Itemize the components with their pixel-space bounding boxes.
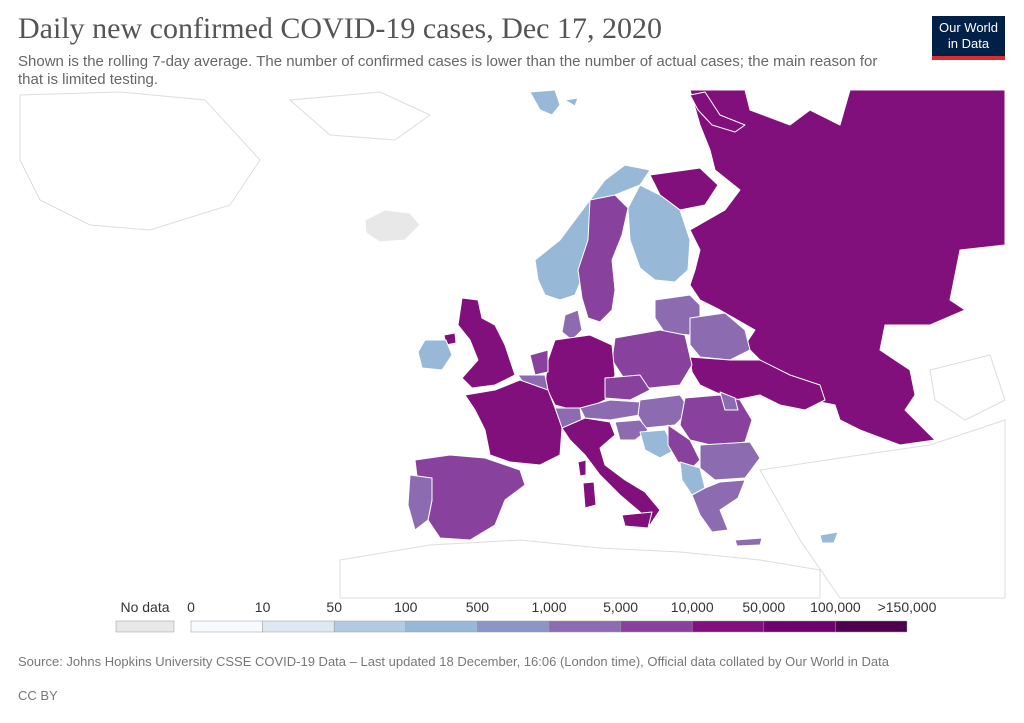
region-svalbard[interactable] <box>529 89 579 116</box>
legend-bin-label-9: 100,000 <box>810 599 861 615</box>
legend-bin-label-7: 10,000 <box>671 599 714 615</box>
legend-bin-label-6: 5,000 <box>603 599 638 615</box>
region-sardinia[interactable] <box>582 481 597 509</box>
legend-bin-label-4: 500 <box>466 599 490 615</box>
legend-bin-3[interactable] <box>405 620 478 633</box>
middle-east-outline <box>759 419 1006 599</box>
region-corsica[interactable] <box>577 459 587 477</box>
legend-bin-label-8: 50,000 <box>742 599 785 615</box>
region-crete[interactable] <box>734 537 763 547</box>
region-italy[interactable] <box>561 417 661 526</box>
legend-bin-6[interactable] <box>620 620 693 633</box>
europe-map[interactable]: No data 0 10 50 100 500 1,000 5,000 10,000 50,00… <box>0 84 1024 644</box>
region-novaya-zemlya[interactable] <box>689 91 746 133</box>
chart-subtitle: Shown is the rolling 7-day average. The … <box>18 53 878 88</box>
region-uk[interactable] <box>457 297 516 389</box>
region-finland[interactable] <box>627 184 691 283</box>
region-bulgaria[interactable] <box>699 441 761 481</box>
legend-bin-5[interactable] <box>548 620 621 633</box>
legend-bin-1[interactable] <box>262 620 335 633</box>
region-ukraine[interactable] <box>689 356 826 411</box>
legend-bin-label-0: 0 <box>187 599 195 615</box>
legend-bin-label-1: 10 <box>255 599 271 615</box>
arctic-islands-outline <box>288 91 431 141</box>
region-cyprus[interactable] <box>819 531 839 544</box>
region-poland[interactable] <box>611 329 693 389</box>
region-denmark[interactable] <box>561 309 583 341</box>
legend-bin-label-2: 50 <box>326 599 342 615</box>
legend-bin-7[interactable] <box>691 620 765 633</box>
source-note: Source: Johns Hopkins University CSSE CO… <box>18 654 889 669</box>
legend-bin-8[interactable] <box>763 620 836 633</box>
legend-bin-0[interactable] <box>190 620 263 633</box>
region-france[interactable] <box>464 379 563 466</box>
legend-no-data-swatch <box>115 620 175 633</box>
legend-end-label: >150,000 <box>878 599 937 615</box>
legend-bin-label-5: 1,000 <box>531 599 566 615</box>
legend-bin-label-3: 100 <box>394 599 418 615</box>
owid-logo[interactable]: Our World in Data <box>932 16 1005 60</box>
region-belarus[interactable] <box>689 312 751 361</box>
legend-bin-4[interactable] <box>477 620 550 633</box>
region-moldova[interactable] <box>719 391 739 411</box>
legend-bins: 0 10 50 100 500 1,000 5,000 10,000 50,000 100,000 <box>187 599 908 633</box>
legend-bin-2[interactable] <box>333 620 407 633</box>
legend-no-data-label: No data <box>120 599 169 615</box>
region-hungary[interactable] <box>637 394 691 429</box>
legend: No data 0 10 50 100 500 1,000 5,000 10,000 50,00… <box>115 599 937 633</box>
region-russia[interactable] <box>689 89 1006 446</box>
region-ireland[interactable] <box>417 339 453 371</box>
region-germany[interactable] <box>544 334 616 413</box>
logo-line-2: in Data <box>947 36 990 51</box>
region-bosnia[interactable] <box>639 429 676 459</box>
region-sicily[interactable] <box>621 511 653 529</box>
chart-title: Daily new confirmed COVID-19 cases, Dec … <box>18 12 662 45</box>
greenland-outline <box>19 91 261 231</box>
legend-bin-9[interactable] <box>835 620 908 633</box>
logo-line-1: Our World <box>939 20 998 35</box>
region-netherlands[interactable] <box>529 349 549 376</box>
region-romania[interactable] <box>679 394 753 447</box>
north-africa-outline <box>339 539 821 599</box>
license-note: CC BY <box>18 688 58 703</box>
region-portugal[interactable] <box>407 474 433 531</box>
region-iceland[interactable] <box>364 209 421 243</box>
region-czechia[interactable] <box>604 374 651 401</box>
caucasus-outline <box>929 354 1006 421</box>
region-greece[interactable] <box>691 479 746 533</box>
